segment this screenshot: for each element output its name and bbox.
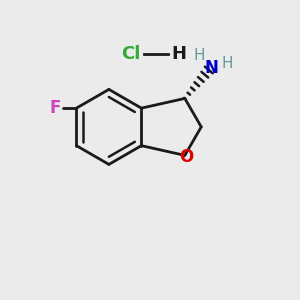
Text: Cl: Cl [121,45,140,63]
Text: O: O [179,148,194,166]
Text: H: H [171,45,186,63]
Text: N: N [204,58,218,76]
Text: H: H [194,48,205,63]
Text: F: F [50,99,61,117]
Text: H: H [221,56,232,70]
